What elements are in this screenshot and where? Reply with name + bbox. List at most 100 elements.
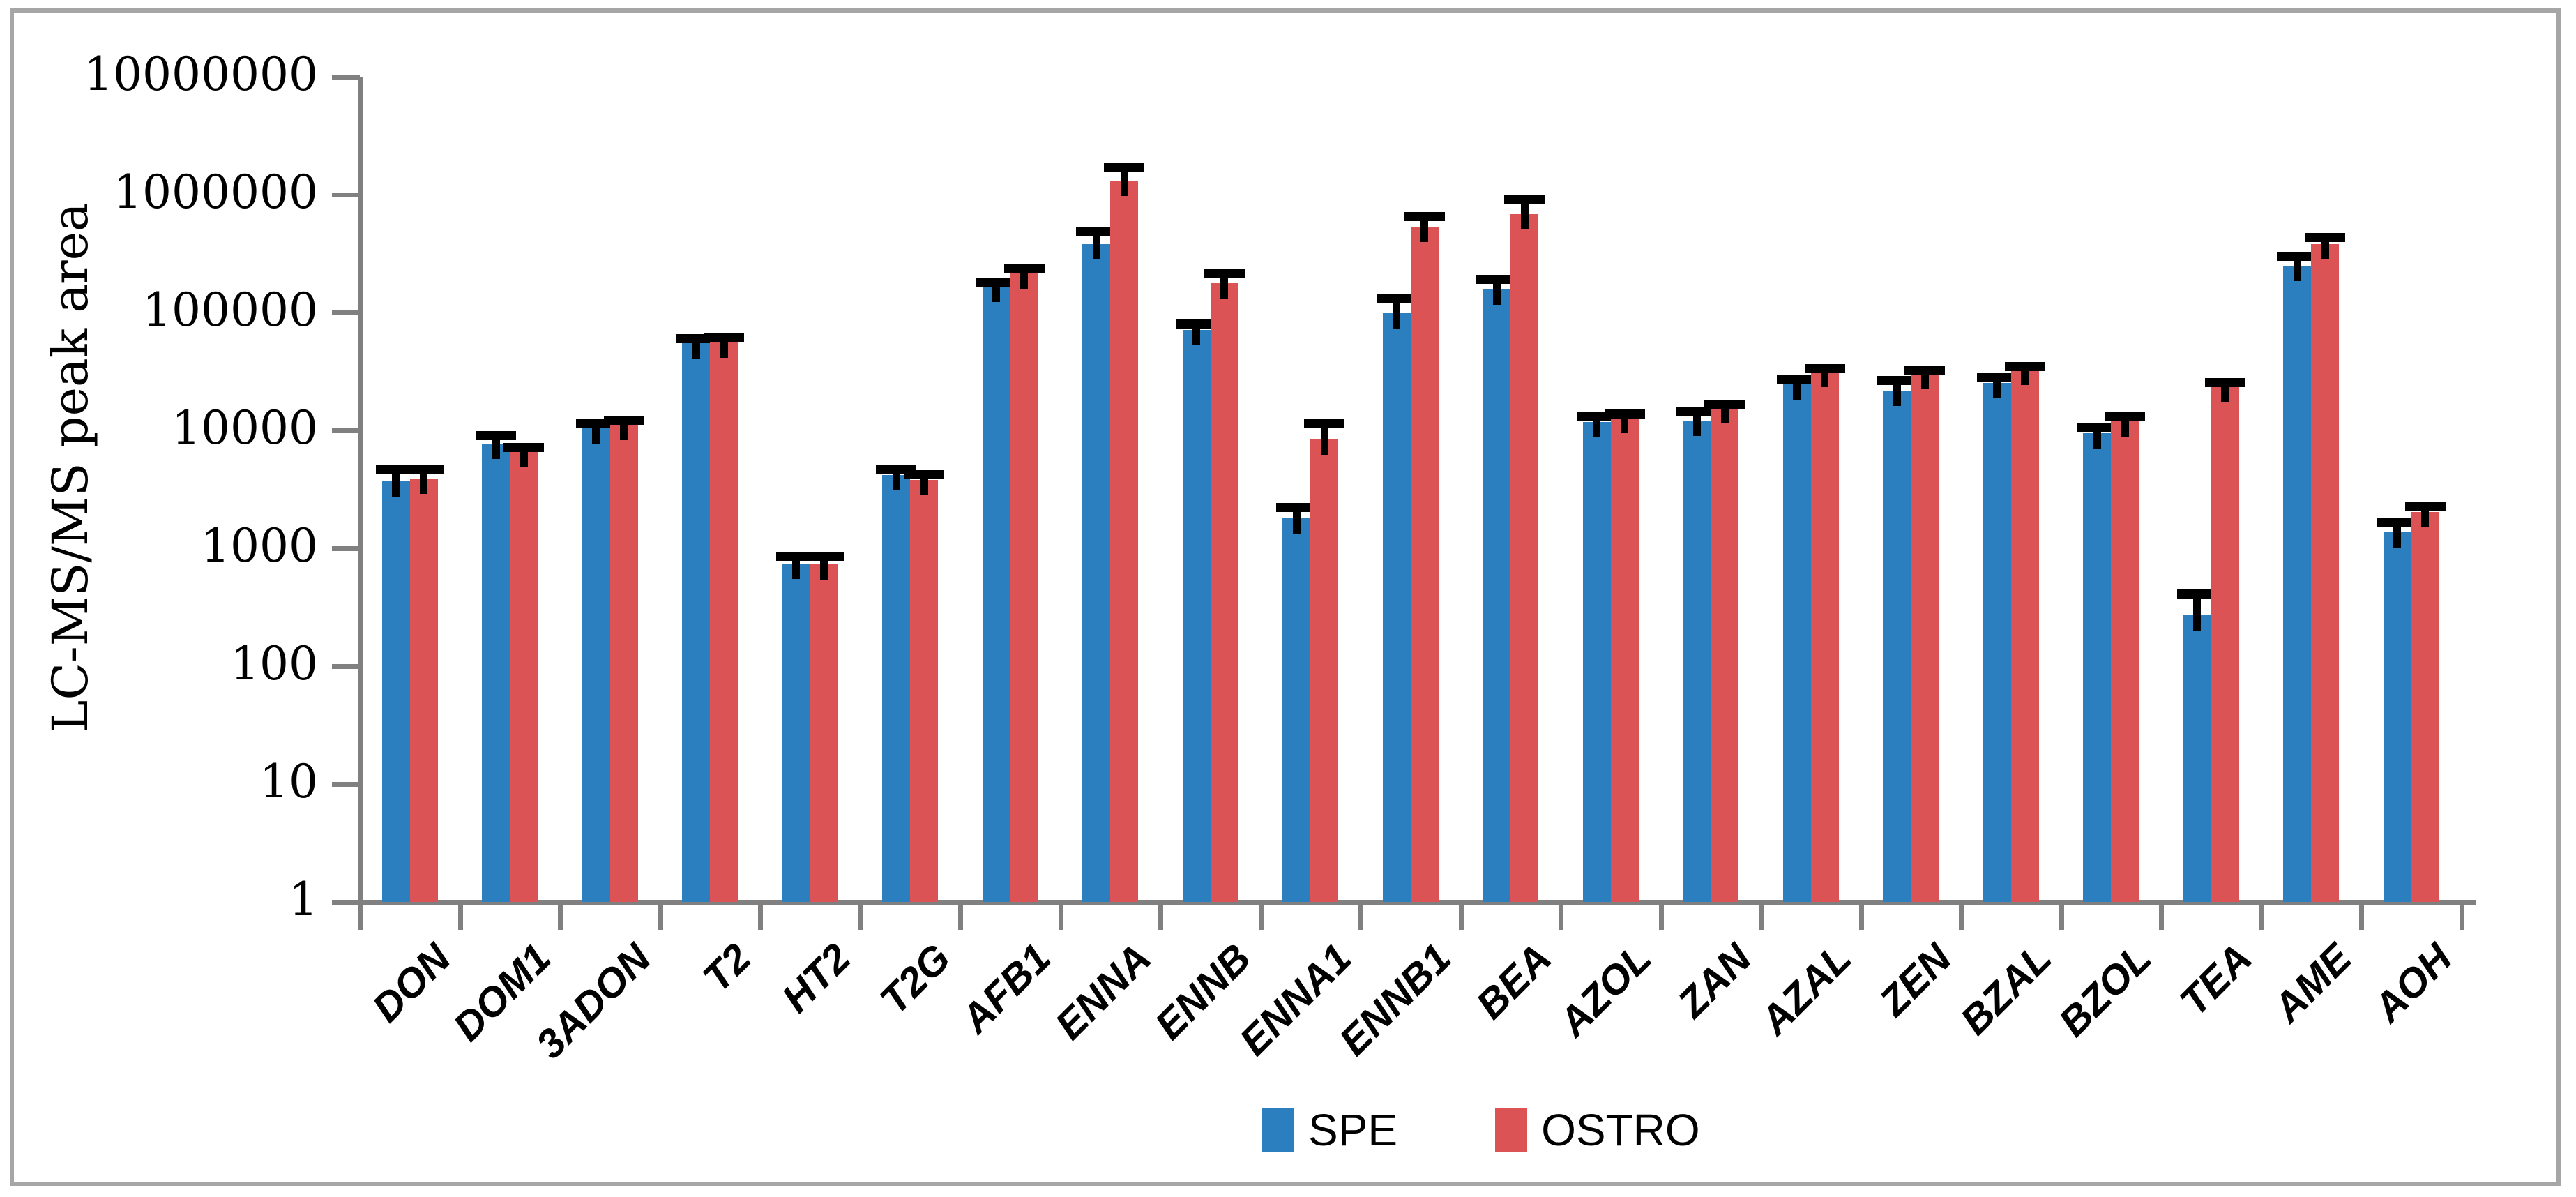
y-tick-label: 1000000 xyxy=(113,165,318,219)
error-bar-stem xyxy=(1520,200,1529,230)
error-bar-stem xyxy=(720,338,728,358)
bar-ostro-enna xyxy=(1110,181,1139,902)
bar-spe-enna xyxy=(1082,244,1111,902)
error-bar-stem xyxy=(2393,522,2402,548)
error-bar-stem xyxy=(1593,416,1601,438)
error-bar-cap xyxy=(1104,163,1145,173)
x-axis-tick xyxy=(2159,902,2164,930)
bar-ostro-enna1 xyxy=(1310,439,1339,902)
error-bar-stem xyxy=(1993,377,2001,398)
bar-spe-tea xyxy=(2183,615,2211,902)
y-axis-tick xyxy=(332,75,360,80)
bar-spe-ame xyxy=(2283,265,2312,902)
error-bar-cap xyxy=(1404,212,1445,222)
bar-spe-ennb xyxy=(1182,330,1211,902)
y-tick-label: 1 xyxy=(289,873,318,926)
error-bar-stem xyxy=(2321,237,2329,259)
error-bar-cap xyxy=(1304,418,1345,428)
x-tick-label-enna1: ENNA1 xyxy=(1230,935,1360,1064)
ostro-color-swatch xyxy=(1495,1108,1528,1152)
error-bar-stem xyxy=(1192,324,1201,346)
y-axis-tick xyxy=(332,193,360,197)
bar-ostro-azol xyxy=(1610,417,1639,902)
error-bar-stem xyxy=(1720,405,1729,423)
bar-spe-don xyxy=(381,481,410,902)
x-tick-label-aoh: AOH xyxy=(2365,935,2461,1031)
x-axis-tick xyxy=(858,902,863,930)
error-bar-cap xyxy=(2377,518,2418,527)
error-bar-cap xyxy=(1204,269,1245,278)
legend-label-ostro: OSTRO xyxy=(1541,1105,1700,1155)
bar-spe-enna1 xyxy=(1282,518,1311,902)
x-axis-tick xyxy=(2059,902,2064,930)
error-bar-stem xyxy=(1220,273,1229,299)
bar-ostro-t2 xyxy=(710,342,738,902)
error-bar-cap xyxy=(1776,375,1817,384)
x-axis-tick xyxy=(1959,902,1964,930)
y-axis-tick xyxy=(332,310,360,315)
error-bar-cap xyxy=(476,431,517,441)
error-bar-stem xyxy=(1920,370,1929,389)
bar-spe-zen xyxy=(1883,391,1911,902)
x-tick-label-zan: ZAN xyxy=(1669,935,1760,1026)
bar-ostro-zan xyxy=(1711,407,1739,902)
error-bar-stem xyxy=(1020,269,1029,289)
error-bar-cap xyxy=(1276,502,1317,512)
error-bar-stem xyxy=(2421,506,2430,528)
bar-ostro-ennb1 xyxy=(1410,226,1439,902)
error-bar-cap xyxy=(1476,275,1517,285)
error-bar-cap xyxy=(603,415,644,425)
error-bar-stem xyxy=(620,420,628,441)
x-tick-label-ennb1: ENNB1 xyxy=(1331,935,1460,1064)
bar-ostro-don xyxy=(409,479,438,902)
x-tick-label-ame: AME xyxy=(2264,935,2361,1031)
bar-ostro-dom1 xyxy=(510,451,538,902)
error-bar-cap xyxy=(904,470,945,480)
bar-spe-t2 xyxy=(682,342,711,902)
y-axis-tick xyxy=(332,664,360,669)
x-axis-line xyxy=(340,900,2476,905)
error-bar-cap xyxy=(1704,400,1745,409)
error-bar-stem xyxy=(1420,216,1429,242)
x-axis-tick xyxy=(2359,902,2364,930)
x-tick-label-t2: T2 xyxy=(694,935,759,1001)
error-bar-stem xyxy=(1692,411,1701,436)
y-axis-line xyxy=(358,77,363,929)
bar-ostro-bzol xyxy=(2111,421,2139,902)
error-bar-cap xyxy=(1176,319,1217,329)
bar-ostro-3adon xyxy=(609,425,638,902)
error-bar-cap xyxy=(1003,264,1045,273)
error-bar-stem xyxy=(492,435,500,460)
error-bar-stem xyxy=(1893,380,1901,407)
y-axis-tick xyxy=(332,900,360,905)
x-tick-label-afb1: AFB1 xyxy=(953,935,1060,1042)
x-axis-tick xyxy=(1158,902,1163,930)
error-bar-cap xyxy=(503,442,545,452)
bar-spe-aoh xyxy=(2383,532,2411,902)
error-bar-stem xyxy=(1120,167,1128,197)
legend-item-ostro: OSTRO xyxy=(1495,1104,1700,1156)
legend: SPE OSTRO xyxy=(1262,1104,1700,1156)
bar-ostro-azal xyxy=(1810,371,1839,902)
error-bar-cap xyxy=(1604,409,1645,419)
error-bar-stem xyxy=(2221,382,2229,402)
error-bar-stem xyxy=(1092,232,1100,260)
bar-spe-ht2 xyxy=(782,564,810,902)
error-bar-cap xyxy=(1877,375,1918,385)
bar-ostro-bea xyxy=(1510,214,1539,902)
y-axis-tick xyxy=(332,546,360,551)
error-bar-stem xyxy=(392,469,400,497)
x-axis-tick xyxy=(2459,902,2464,930)
error-bar-cap xyxy=(704,333,745,342)
bar-spe-bzol xyxy=(2083,432,2112,902)
y-tick-label: 1000 xyxy=(201,519,318,573)
error-bar-stem xyxy=(1292,507,1301,534)
x-axis-tick xyxy=(1358,902,1363,930)
error-bar-stem xyxy=(892,469,900,490)
error-bar-cap xyxy=(2176,589,2218,598)
y-tick-label: 10000 xyxy=(172,401,318,455)
error-bar-cap xyxy=(976,278,1017,287)
y-axis-tick xyxy=(332,428,360,433)
bar-spe-zan xyxy=(1683,421,1711,902)
error-bar-cap xyxy=(1504,195,1545,205)
